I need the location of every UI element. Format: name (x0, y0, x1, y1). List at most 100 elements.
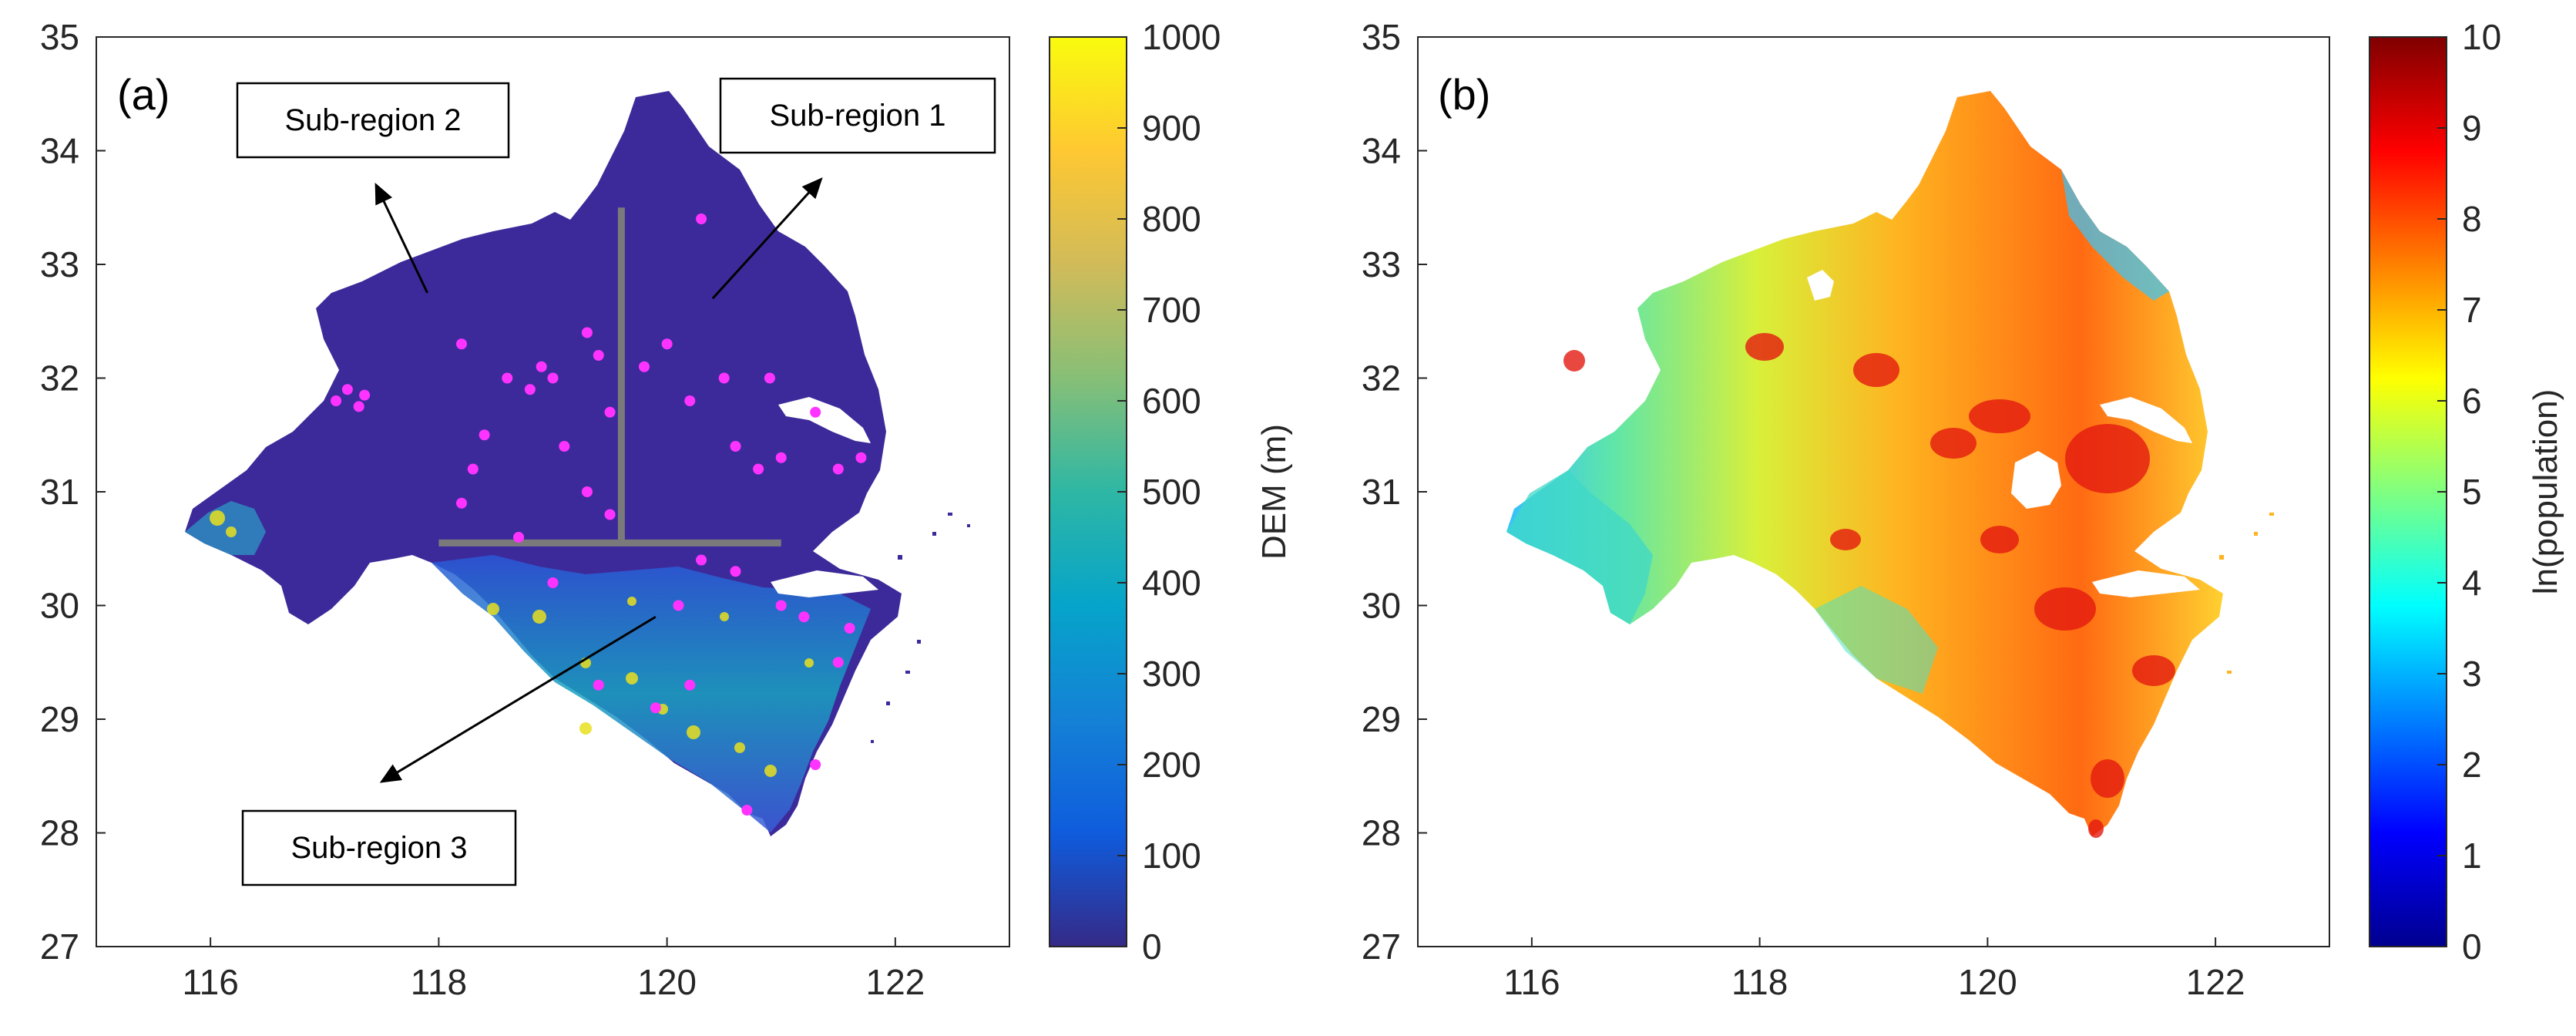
x-tick-label: 116 (1503, 962, 1560, 1002)
station-point (513, 532, 525, 543)
station-point (341, 384, 353, 395)
y-tick-label: 30 (1362, 586, 1401, 626)
y-tick-label: 32 (40, 358, 79, 399)
islands-a (871, 513, 970, 743)
sub-region-arrow (711, 177, 823, 300)
y-tick-label: 28 (40, 813, 79, 853)
colorbar-population-label: ln(population) (2527, 389, 2564, 595)
mountain-peaks (210, 510, 814, 777)
station-point (593, 350, 604, 361)
station-point (547, 577, 559, 588)
colorbar-tick-label: 3 (2462, 654, 2482, 694)
station-point (581, 327, 593, 338)
colorbar-tick-label: 400 (1142, 563, 1201, 603)
station-point (639, 361, 650, 372)
colorbar-tick-label: 100 (1142, 836, 1201, 876)
colorbar-tick-label: 9 (2462, 108, 2482, 148)
colorbar-tick-label: 0 (1142, 927, 1162, 967)
colorbar-tick-label: 500 (1142, 472, 1201, 512)
station-point (650, 702, 661, 714)
y-tick-label: 27 (40, 927, 79, 967)
station-point (673, 600, 684, 611)
sub-region-dividers (438, 207, 781, 547)
colorbar-tick-label: 700 (1142, 290, 1201, 330)
station-point (661, 338, 673, 350)
station-point (456, 497, 467, 509)
y-tick-label: 30 (40, 586, 79, 626)
hangzhou-bay-b (2092, 570, 2200, 597)
y-tick-label: 29 (1362, 699, 1401, 739)
y-tick-label: 27 (1362, 927, 1401, 967)
colorbar-population: 0 1 2 3 4 5 6 7 8 9 10 ln(population) (2369, 17, 2564, 967)
sub-region-1-label: Sub-region 1 (769, 99, 945, 133)
colorbar-population-ticks: 0 1 2 3 4 5 6 7 8 9 10 (2437, 17, 2501, 967)
station-point (741, 805, 753, 816)
islands-b (2219, 513, 2274, 674)
station-point (684, 679, 696, 691)
low-density-west (1506, 470, 1653, 624)
colorbar-tick-label: 8 (2462, 199, 2482, 239)
y-tick-label: 33 (1362, 244, 1401, 284)
station-point (467, 463, 479, 475)
station-point (524, 384, 536, 395)
panel-b-label: (b) (1438, 70, 1490, 119)
sub-region-3-label: Sub-region 3 (291, 831, 467, 865)
colorbar-tick-label: 7 (2462, 290, 2482, 330)
colorbar-tick-label: 1 (2462, 836, 2482, 876)
station-point (593, 679, 604, 691)
x-tick-label: 116 (182, 962, 238, 1002)
x-tick-label: 120 (637, 962, 697, 1002)
station-point (696, 214, 707, 224)
colorbar-tick-label: 5 (2462, 472, 2482, 512)
hangzhou-bay (771, 570, 878, 597)
panel-b-axis-ticks: 116 118 120 122 27 28 29 30 31 32 33 34 35 (1362, 17, 2245, 1002)
station-point (798, 611, 810, 623)
yangtze-estuary-b (2100, 397, 2192, 443)
x-tick-label: 118 (411, 962, 467, 1002)
station-point (775, 600, 787, 611)
colorbar-tick-label: 4 (2462, 563, 2482, 603)
lake-hongze (1807, 270, 1834, 301)
colorbar-tick-label: 900 (1142, 108, 1201, 148)
colorbar-dem-label: DEM (m) (1255, 424, 1293, 560)
colorbar-tick-label: 10 (2462, 17, 2501, 57)
station-point (604, 509, 616, 520)
panel-a: Sub-region 2 Sub-region 1 Sub-region 3 (… (40, 17, 1293, 1002)
colorbar-tick-label: 6 (2462, 381, 2482, 421)
annotation-sub-region-2: Sub-region 2 (236, 82, 510, 159)
station-point (479, 429, 490, 441)
station-point (456, 338, 467, 350)
station-point (604, 406, 616, 418)
colorbar-tick-label: 200 (1142, 745, 1201, 785)
population-map (1506, 91, 2274, 838)
station-point (547, 372, 559, 384)
station-point (753, 463, 764, 475)
station-point (730, 566, 741, 577)
colorbar-population-bar (2369, 36, 2447, 947)
station-point (810, 759, 821, 770)
station-point (559, 441, 570, 452)
colorbar-dem-bar (1049, 36, 1127, 947)
western-highlands (185, 501, 266, 555)
x-tick-label: 120 (1958, 962, 2017, 1002)
station-point (359, 389, 371, 401)
y-tick-label: 34 (40, 131, 79, 171)
urban-clusters (1563, 333, 2175, 838)
y-tick-label: 33 (40, 244, 79, 284)
yangtze-estuary (778, 397, 871, 443)
station-point (844, 623, 855, 634)
y-tick-label: 34 (1362, 131, 1401, 171)
colorbar-tick-label: 1000 (1142, 17, 1221, 57)
colorbar-tick-label: 600 (1142, 381, 1201, 421)
lake-taihu (2011, 451, 2061, 509)
y-tick-label: 35 (1362, 17, 1401, 57)
station-point (730, 441, 741, 452)
station-point (764, 372, 775, 384)
colorbar-tick-label: 800 (1142, 199, 1201, 239)
region-outline-pop (1506, 91, 2223, 836)
low-density-coast (2061, 170, 2169, 301)
colorbar-tick-label: 2 (2462, 745, 2482, 785)
x-tick-label: 122 (866, 962, 925, 1002)
